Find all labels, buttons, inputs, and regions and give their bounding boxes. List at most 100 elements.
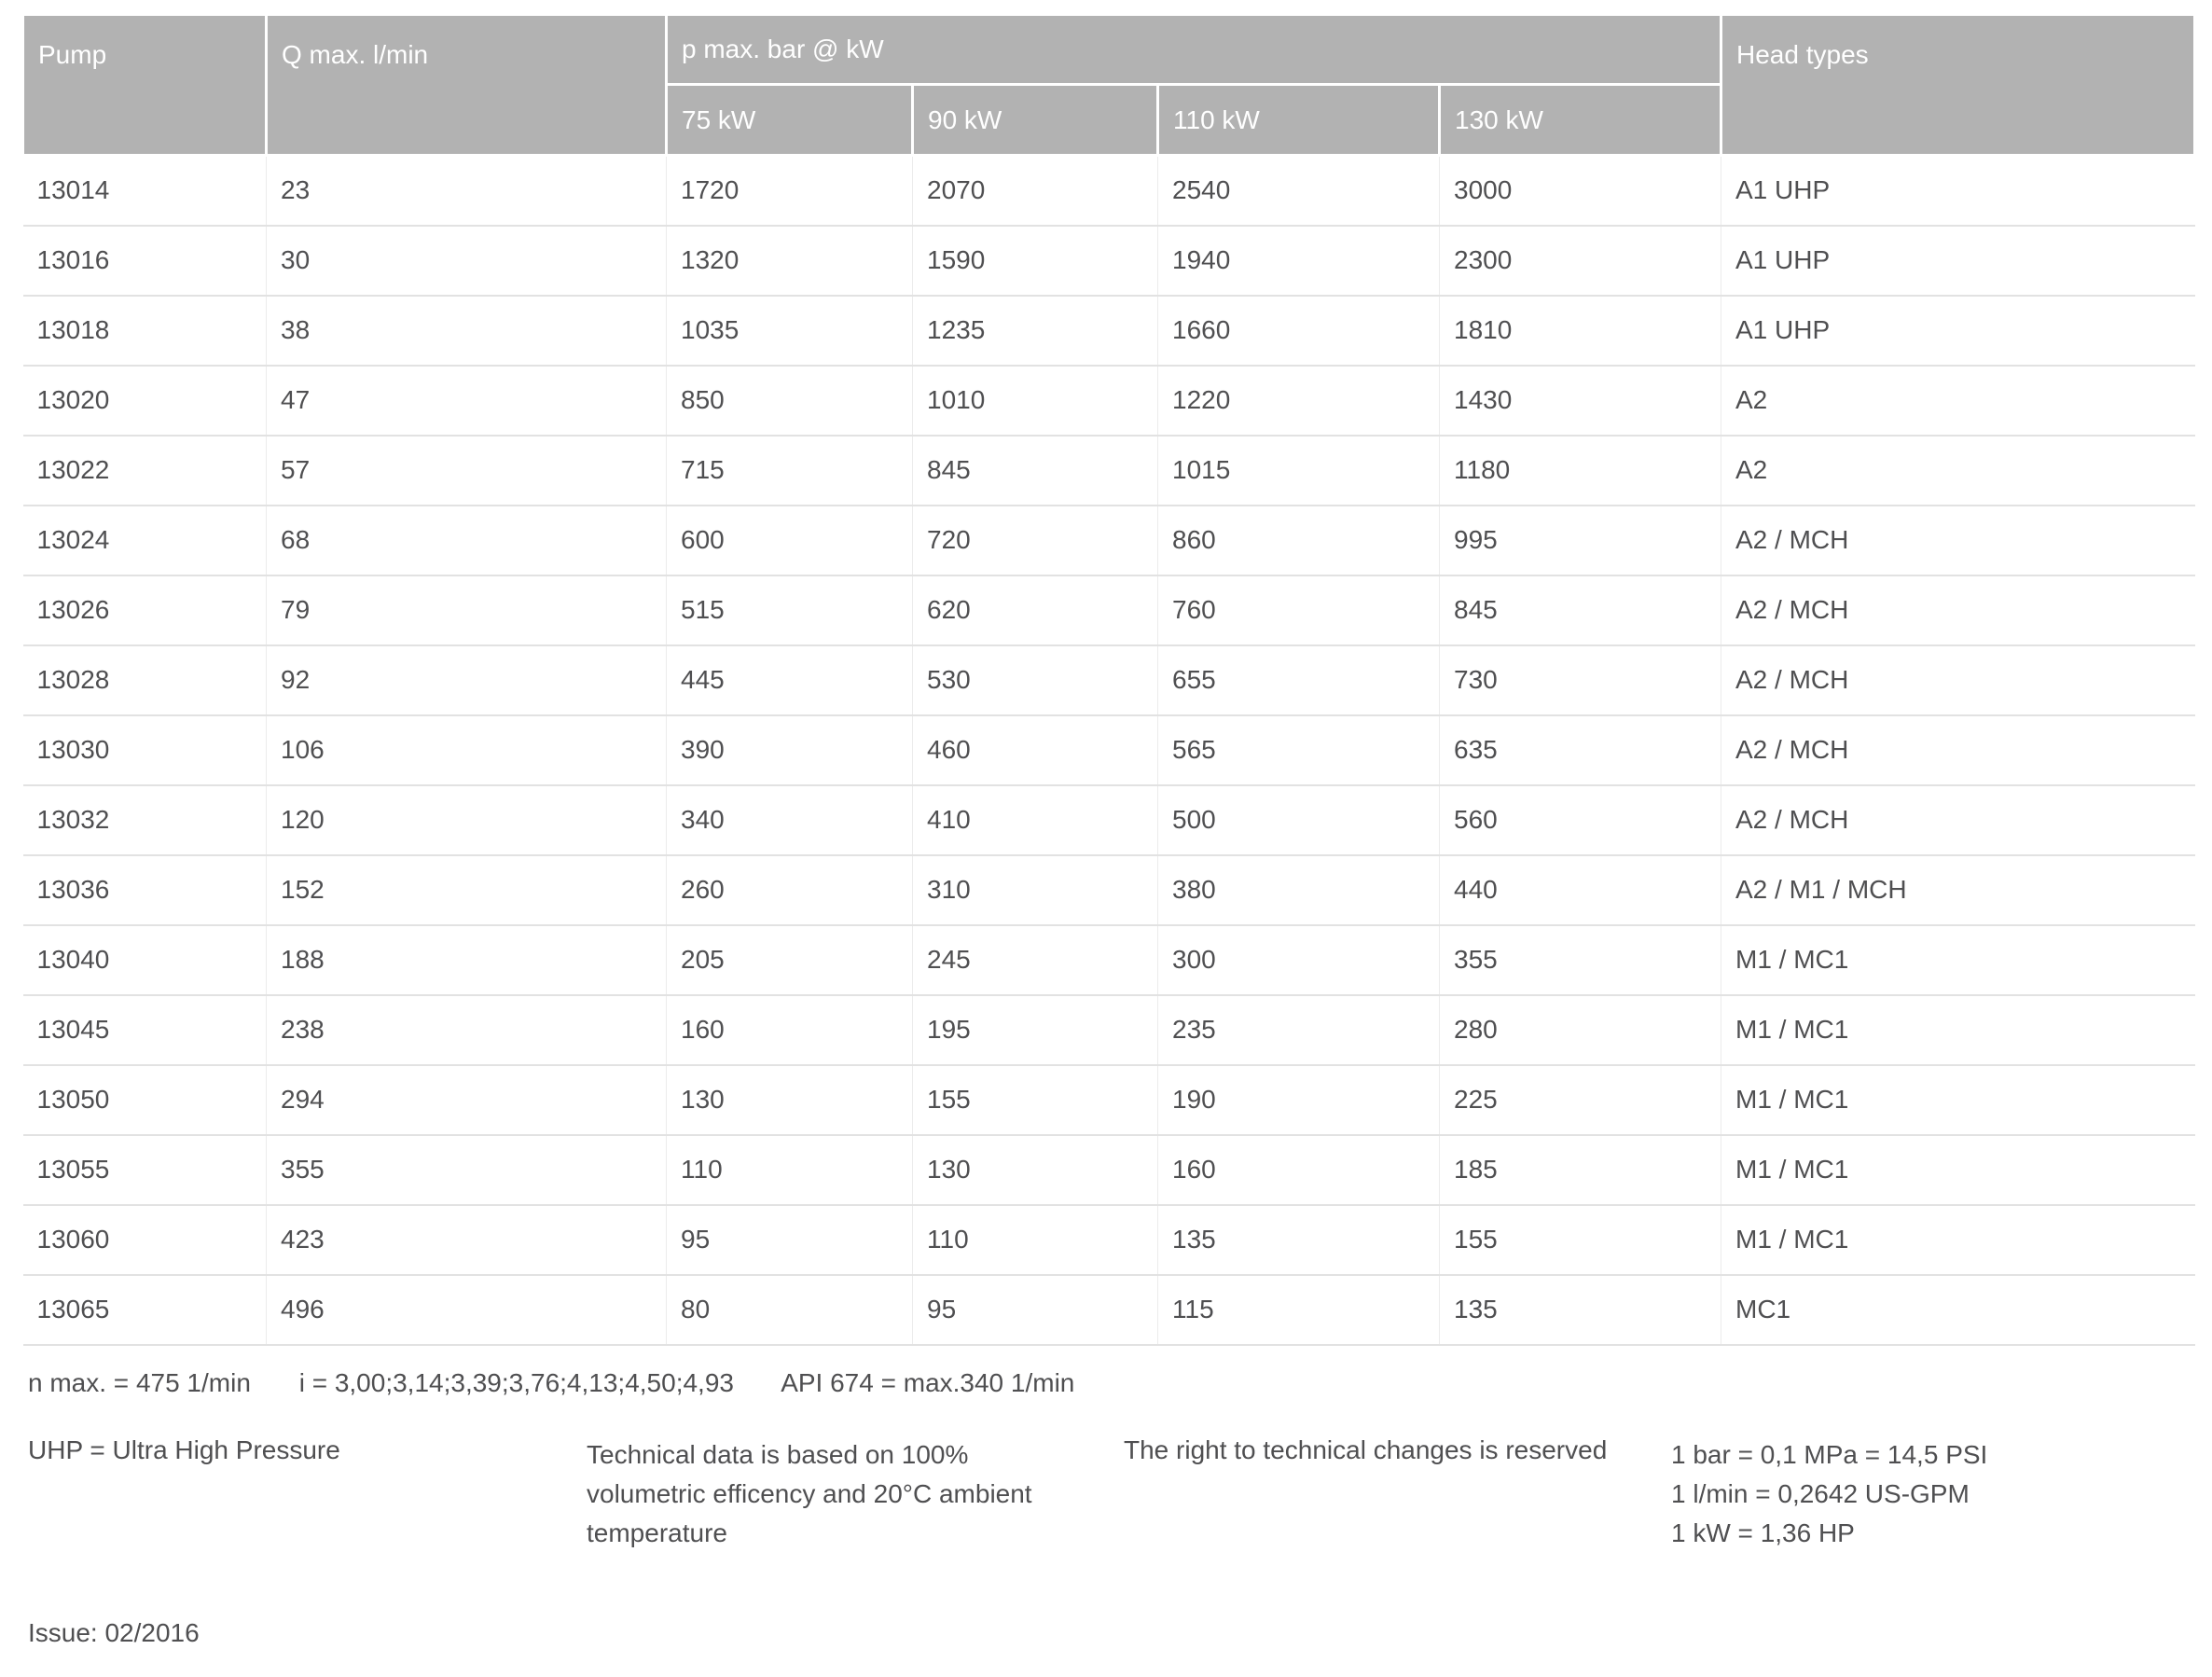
pump-id-cell: 13028: [22, 644, 267, 715]
p-max-130kw-cell: 280: [1439, 993, 1721, 1065]
p-max-110kw-cell: 380: [1157, 853, 1440, 925]
pump-id-cell: 13040: [22, 923, 267, 995]
p-max-130kw-cell: 845: [1439, 574, 1721, 645]
p-max-75kw-cell: 95: [666, 1203, 913, 1275]
head-types-cell: A2 / MCH: [1721, 574, 2195, 645]
head-types-cell: A2: [1721, 434, 2195, 506]
table-row: 13028 92 445 530 655 730 A2 / MCH: [22, 644, 2195, 715]
q-max-cell: 106: [266, 714, 667, 785]
p-max-110kw-cell: 655: [1157, 644, 1440, 715]
table-row: 13055 355 110 130 160 185 M1 / MC1: [22, 1133, 2195, 1205]
p-max-130kw-cell: 185: [1439, 1133, 1721, 1205]
head-types-cell: A2: [1721, 364, 2195, 436]
q-max-cell: 68: [266, 504, 667, 575]
table-row: 13065 496 80 95 115 135 MC1: [22, 1273, 2195, 1346]
head-types-cell: M1 / MC1: [1721, 1133, 2195, 1205]
p-max-130kw-cell: 225: [1439, 1063, 1721, 1135]
p-max-110kw-cell: 565: [1157, 714, 1440, 785]
header-p-max-group: p max. bar @ kW: [665, 13, 1722, 86]
p-max-110kw-cell: 190: [1157, 1063, 1440, 1135]
head-types-cell: M1 / MC1: [1721, 1203, 2195, 1275]
p-max-130kw-cell: 440: [1439, 853, 1721, 925]
p-max-90kw-cell: 1590: [912, 224, 1158, 296]
p-max-110kw-cell: 300: [1157, 923, 1440, 995]
footer-notes: UHP = Ultra High Pressure Technical data…: [0, 1435, 2212, 1594]
pump-id-cell: 13045: [22, 993, 267, 1065]
table-row: 13036 152 260 310 380 440 A2 / M1 / MCH: [22, 853, 2195, 925]
p-max-130kw-cell: 995: [1439, 504, 1721, 575]
p-max-75kw-cell: 260: [666, 853, 913, 925]
p-max-110kw-cell: 115: [1157, 1273, 1440, 1346]
head-types-cell: A2 / MCH: [1721, 714, 2195, 785]
p-max-110kw-cell: 2540: [1157, 155, 1440, 226]
p-max-75kw-cell: 600: [666, 504, 913, 575]
p-max-75kw-cell: 390: [666, 714, 913, 785]
q-max-cell: 23: [266, 155, 667, 226]
table-row: 13016 30 1320 1590 1940 2300 A1 UHP: [22, 224, 2195, 296]
p-max-130kw-cell: 1180: [1439, 434, 1721, 506]
table-row: 13032 120 340 410 500 560 A2 / MCH: [22, 783, 2195, 855]
footer-uhp-note: UHP = Ultra High Pressure: [28, 1434, 340, 1464]
footnote-line: n max. = 475 1/min i = 3,00;3,14;3,39;3,…: [0, 1346, 2212, 1398]
table-wrap: Pump Q max. l/min p max. bar @ kW Head t…: [21, 13, 2196, 1346]
footer-conversions: 1 bar = 0,1 MPa = 14,5 PSI 1 l/min = 0,2…: [1671, 1435, 1987, 1553]
p-max-110kw-cell: 860: [1157, 504, 1440, 575]
p-max-75kw-cell: 1720: [666, 155, 913, 226]
p-max-75kw-cell: 130: [666, 1063, 913, 1135]
head-types-cell: M1 / MC1: [1721, 1063, 2195, 1135]
header-75kw: 75 kW: [665, 83, 914, 157]
q-max-cell: 152: [266, 853, 667, 925]
p-max-130kw-cell: 1810: [1439, 294, 1721, 366]
header-110kw: 110 kW: [1156, 83, 1441, 157]
p-max-75kw-cell: 80: [666, 1273, 913, 1346]
p-max-90kw-cell: 460: [912, 714, 1158, 785]
p-max-110kw-cell: 160: [1157, 1133, 1440, 1205]
p-max-110kw-cell: 235: [1157, 993, 1440, 1065]
header-head-types: Head types: [1720, 13, 2196, 157]
header-pump: Pump: [21, 13, 268, 157]
p-max-90kw-cell: 95: [912, 1273, 1158, 1346]
header-q-max: Q max. l/min: [265, 13, 668, 157]
q-max-cell: 188: [266, 923, 667, 995]
q-max-cell: 92: [266, 644, 667, 715]
table-row: 13022 57 715 845 1015 1180 A2: [22, 434, 2195, 506]
table-row: 13020 47 850 1010 1220 1430 A2: [22, 364, 2195, 436]
p-max-130kw-cell: 730: [1439, 644, 1721, 715]
table-row: 13045 238 160 195 235 280 M1 / MC1: [22, 993, 2195, 1065]
table-row: 13024 68 600 720 860 995 A2 / MCH: [22, 504, 2195, 575]
footer-rights-note: The right to technical changes is reserv…: [1124, 1434, 1608, 1464]
q-max-cell: 238: [266, 993, 667, 1065]
head-types-cell: M1 / MC1: [1721, 923, 2195, 995]
table-row: 13050 294 130 155 190 225 M1 / MC1: [22, 1063, 2195, 1135]
p-max-90kw-cell: 845: [912, 434, 1158, 506]
footnote-api: API 674 = max.340 1/min: [781, 1367, 1075, 1397]
head-types-cell: A2 / MCH: [1721, 783, 2195, 855]
p-max-90kw-cell: 530: [912, 644, 1158, 715]
p-max-110kw-cell: 135: [1157, 1203, 1440, 1275]
head-types-cell: A2 / MCH: [1721, 644, 2195, 715]
p-max-90kw-cell: 245: [912, 923, 1158, 995]
q-max-cell: 30: [266, 224, 667, 296]
q-max-cell: 355: [266, 1133, 667, 1205]
p-max-90kw-cell: 410: [912, 783, 1158, 855]
table-row: 13018 38 1035 1235 1660 1810 A1 UHP: [22, 294, 2195, 366]
p-max-90kw-cell: 310: [912, 853, 1158, 925]
p-max-110kw-cell: 1015: [1157, 434, 1440, 506]
pump-id-cell: 13026: [22, 574, 267, 645]
p-max-130kw-cell: 355: [1439, 923, 1721, 995]
q-max-cell: 423: [266, 1203, 667, 1275]
p-max-110kw-cell: 1660: [1157, 294, 1440, 366]
q-max-cell: 120: [266, 783, 667, 855]
q-max-cell: 79: [266, 574, 667, 645]
p-max-90kw-cell: 1235: [912, 294, 1158, 366]
p-max-110kw-cell: 1220: [1157, 364, 1440, 436]
pump-id-cell: 13032: [22, 783, 267, 855]
pump-id-cell: 13024: [22, 504, 267, 575]
table-row: 13026 79 515 620 760 845 A2 / MCH: [22, 574, 2195, 645]
p-max-75kw-cell: 205: [666, 923, 913, 995]
p-max-130kw-cell: 2300: [1439, 224, 1721, 296]
p-max-90kw-cell: 110: [912, 1203, 1158, 1275]
pump-id-cell: 13036: [22, 853, 267, 925]
p-max-90kw-cell: 620: [912, 574, 1158, 645]
